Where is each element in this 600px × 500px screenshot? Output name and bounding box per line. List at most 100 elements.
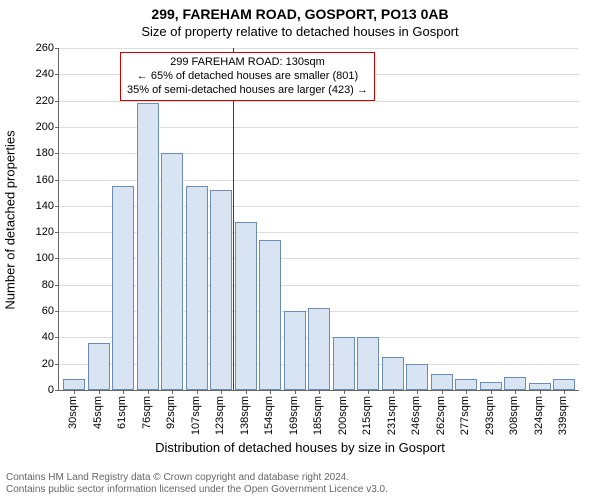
y-tick [55,258,59,259]
y-tick [55,127,59,128]
x-tick [417,390,418,394]
histogram-bar [455,379,477,390]
y-tick-label: 40 [14,331,54,343]
y-tick-label: 0 [14,384,54,396]
annotation-box: 299 FAREHAM ROAD: 130sqm← 65% of detache… [120,52,375,101]
y-tick [55,311,59,312]
y-tick-label: 20 [14,358,54,370]
histogram-bar [186,186,208,390]
x-tick-label: 231sqm [386,396,398,435]
histogram-bar [406,364,428,390]
histogram-bar [284,311,306,390]
annotation-line: ← 65% of detached houses are smaller (80… [127,70,368,84]
chart-title-sub: Size of property relative to detached ho… [0,24,600,39]
x-tick [246,390,247,394]
y-tick-label: 260 [14,42,54,54]
x-tick-label: 92sqm [165,396,177,429]
x-tick-label: 154sqm [263,396,275,435]
y-tick [55,232,59,233]
histogram-bar [63,379,85,390]
y-tick [55,285,59,286]
x-tick-label: 169sqm [288,396,300,435]
y-tick-label: 200 [14,121,54,133]
y-tick [55,390,59,391]
x-tick [442,390,443,394]
y-tick-label: 140 [14,200,54,212]
x-tick [393,390,394,394]
y-tick [55,364,59,365]
y-tick [55,153,59,154]
footer-attribution: Contains HM Land Registry data © Crown c… [6,472,594,496]
x-tick [221,390,222,394]
histogram-bar [161,153,183,390]
y-tick [55,206,59,207]
histogram-bar [504,377,526,390]
x-tick [99,390,100,394]
x-tick [319,390,320,394]
y-tick-label: 180 [14,147,54,159]
y-tick [55,74,59,75]
x-tick-label: 107sqm [190,396,202,435]
x-tick [270,390,271,394]
chart-title-main: 299, FAREHAM ROAD, GOSPORT, PO13 0AB [0,6,600,22]
x-tick [564,390,565,394]
histogram-bar [308,308,330,390]
histogram-bar [259,240,281,390]
x-tick [515,390,516,394]
x-axis-title: Distribution of detached houses by size … [0,440,600,455]
y-tick-label: 100 [14,252,54,264]
x-tick-label: 308sqm [508,396,520,435]
x-tick [368,390,369,394]
x-tick-label: 246sqm [410,396,422,435]
x-tick-label: 215sqm [361,396,373,435]
x-tick-label: 200sqm [337,396,349,435]
histogram-bar [480,382,502,390]
x-tick [540,390,541,394]
histogram-bar [382,357,404,390]
y-tick [55,101,59,102]
x-tick-label: 339sqm [557,396,569,435]
footer-line-2: Contains public sector information licen… [6,484,594,496]
x-tick-label: 76sqm [141,396,153,429]
histogram-bar [88,343,110,390]
x-tick-label: 293sqm [484,396,496,435]
y-tick-label: 220 [14,95,54,107]
histogram-bar [431,374,453,390]
histogram-bar [210,190,232,390]
x-tick [172,390,173,394]
x-tick [123,390,124,394]
x-tick-label: 138sqm [239,396,251,435]
histogram-bar [235,222,257,390]
y-tick-label: 240 [14,68,54,80]
histogram-bar [357,337,379,390]
annotation-line: 35% of semi-detached houses are larger (… [127,84,368,98]
annotation-line: 299 FAREHAM ROAD: 130sqm [127,56,368,70]
y-tick-label: 80 [14,279,54,291]
histogram-bar [553,379,575,390]
x-tick [295,390,296,394]
x-tick-label: 324sqm [533,396,545,435]
y-tick-label: 160 [14,174,54,186]
y-tick [55,337,59,338]
x-tick-label: 277sqm [459,396,471,435]
y-tick-label: 60 [14,305,54,317]
x-tick-label: 185sqm [312,396,324,435]
footer-line-1: Contains HM Land Registry data © Crown c… [6,472,594,484]
y-tick [55,180,59,181]
histogram-bar [112,186,134,390]
x-tick [74,390,75,394]
y-tick [55,48,59,49]
x-tick [491,390,492,394]
x-tick [466,390,467,394]
x-tick [197,390,198,394]
gridline [59,48,579,49]
histogram-bar [333,337,355,390]
x-tick-label: 123sqm [214,396,226,435]
x-tick-label: 61sqm [116,396,128,429]
x-tick [344,390,345,394]
x-tick-label: 262sqm [435,396,447,435]
x-tick [148,390,149,394]
y-tick-label: 120 [14,226,54,238]
histogram-bar [137,103,159,390]
x-tick-label: 30sqm [67,396,79,429]
